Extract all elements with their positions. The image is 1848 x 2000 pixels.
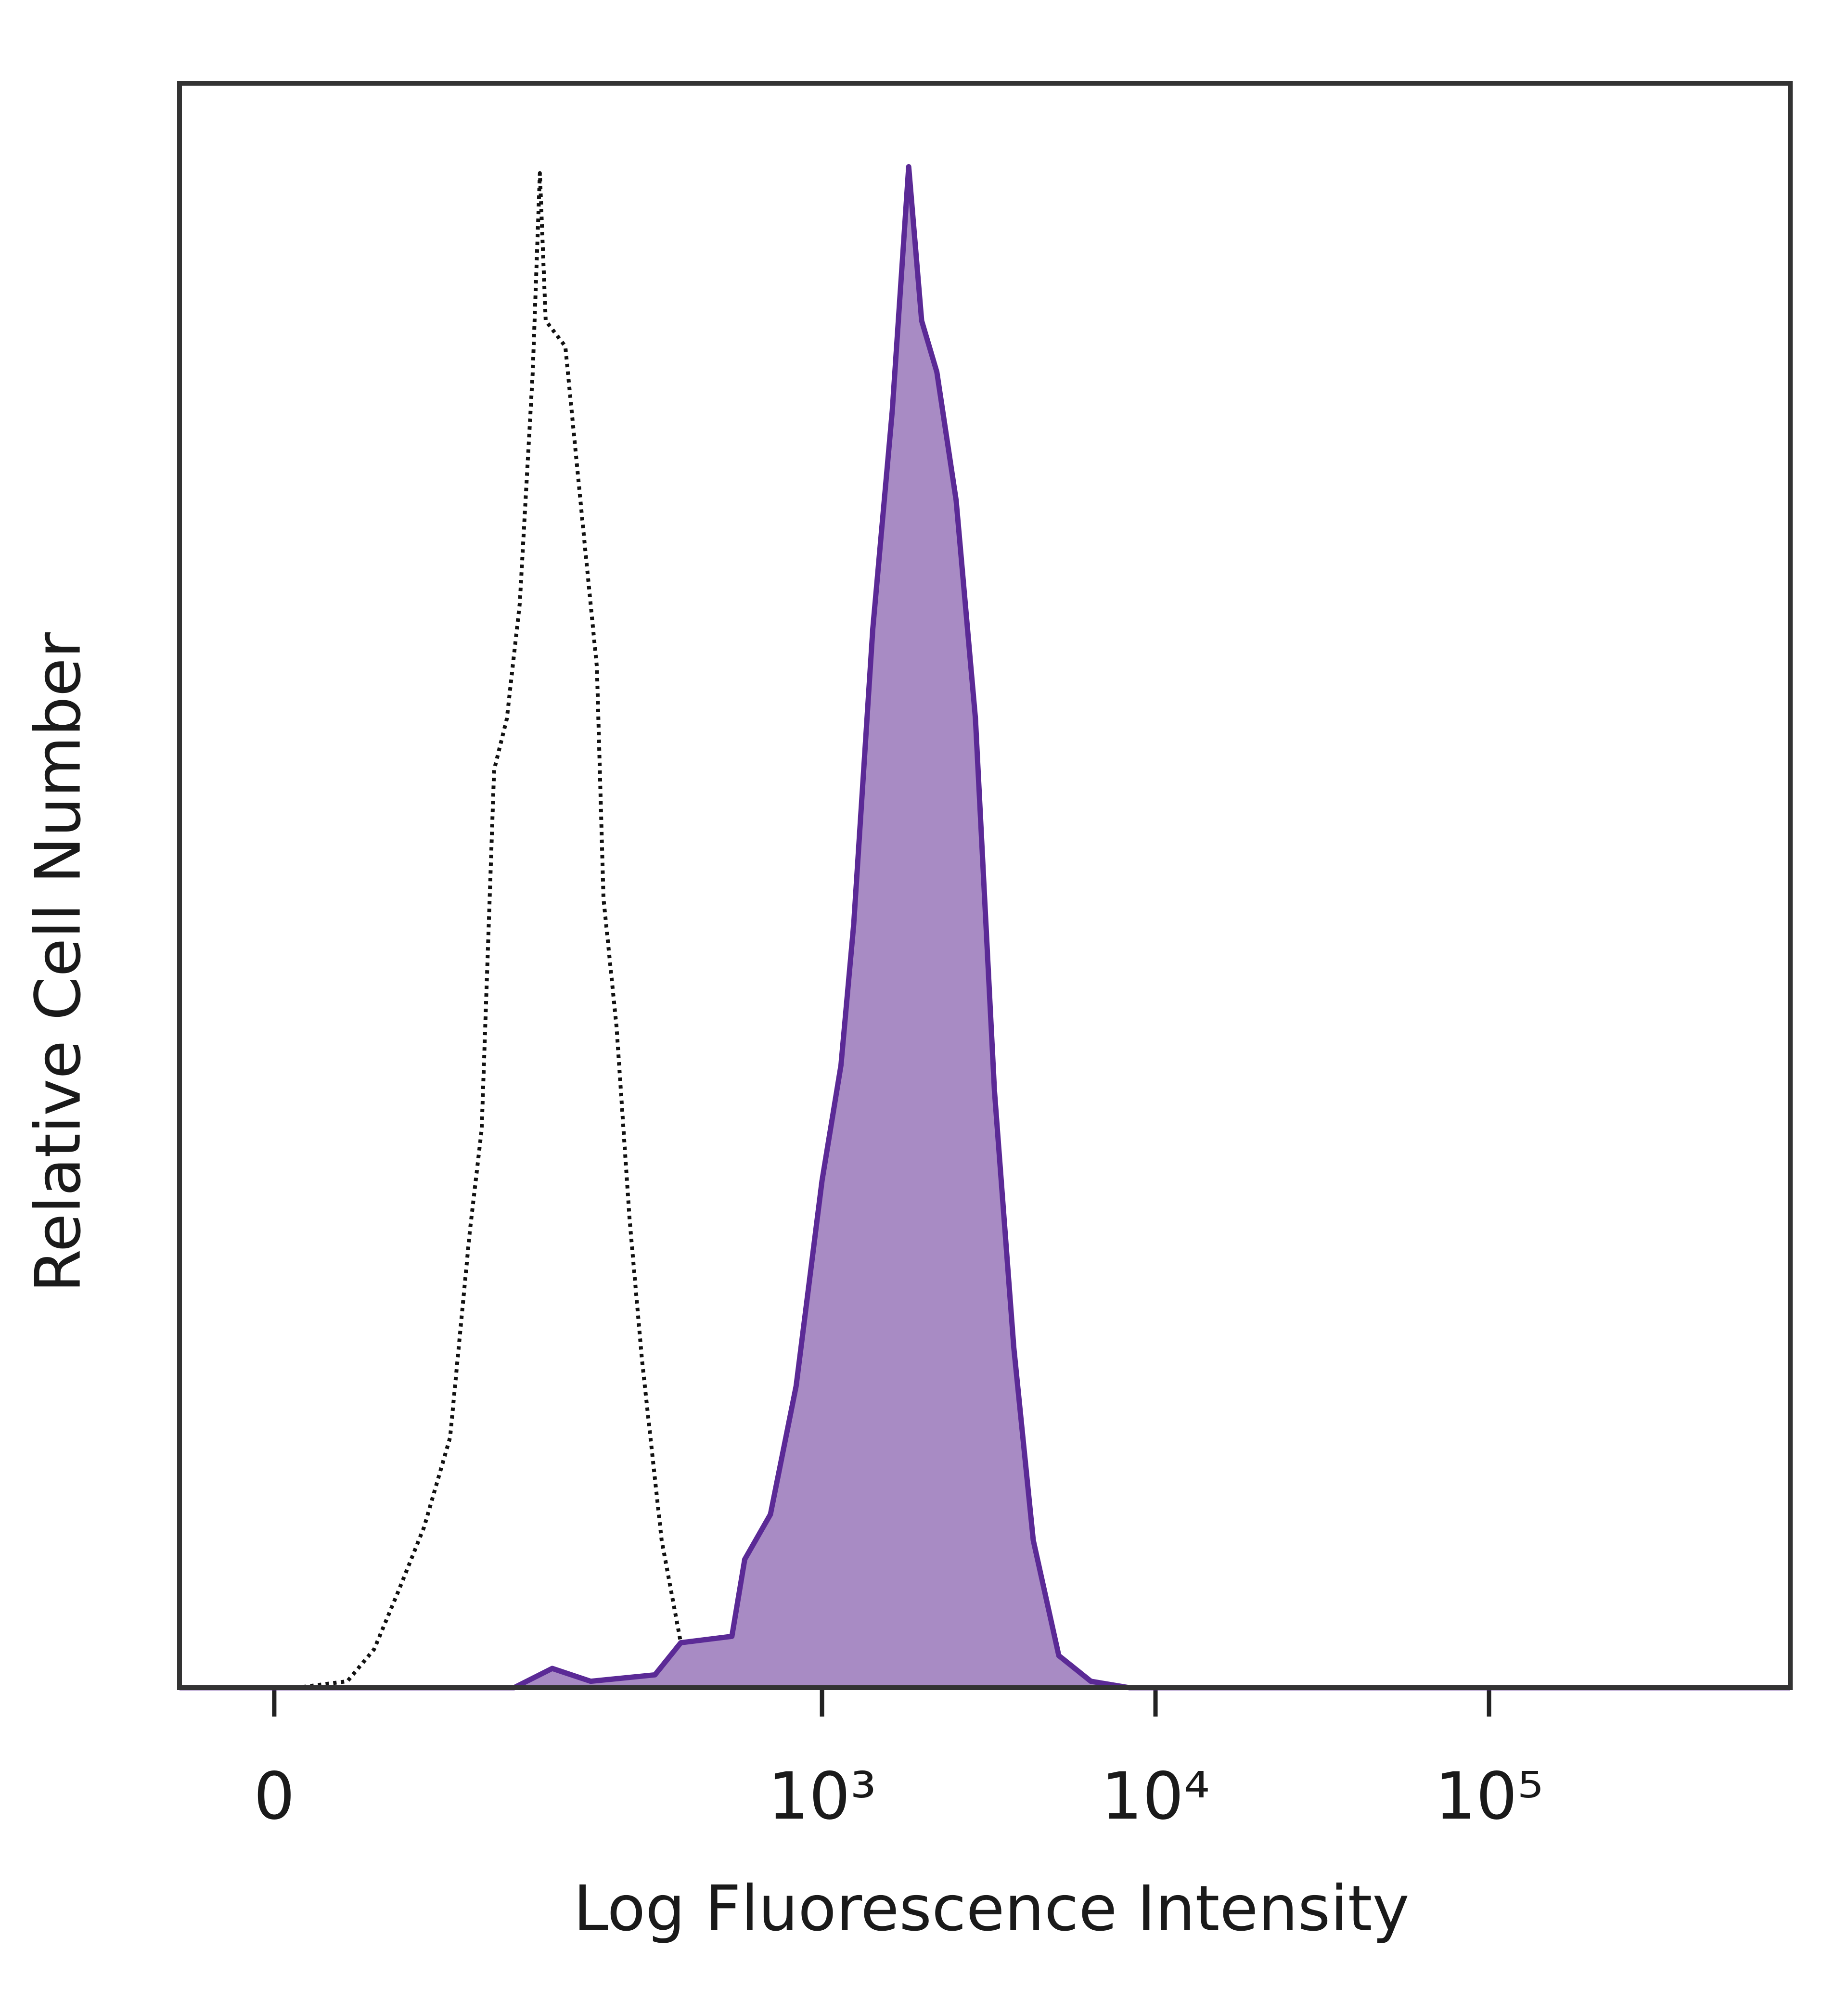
x-tick-label: 10⁴ bbox=[1101, 1758, 1210, 1834]
plot-frame bbox=[177, 81, 1793, 1690]
histogram-line bbox=[180, 164, 1790, 1691]
y-axis-title: Relative Cell Number bbox=[22, 632, 95, 1293]
x-tick-label: 0 bbox=[254, 1758, 295, 1834]
histogram-line bbox=[180, 171, 1790, 1690]
x-axis-title: Log Fluorescence Intensity bbox=[573, 1872, 1409, 1945]
x-tick-label: 10³ bbox=[768, 1758, 876, 1834]
x-tick-label: 10⁵ bbox=[1435, 1758, 1543, 1834]
